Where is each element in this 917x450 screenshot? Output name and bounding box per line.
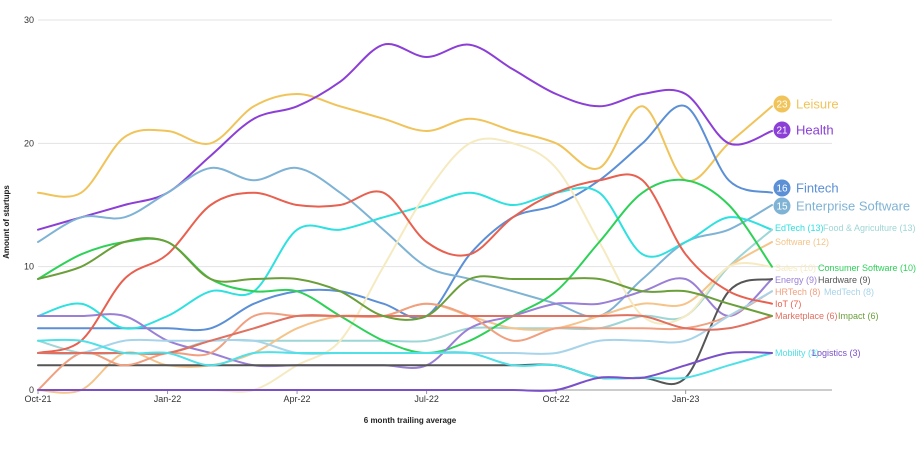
end-label-impact: Impact (6)	[838, 311, 879, 321]
x-tick-label: Jul-22	[414, 394, 439, 404]
series-line-edtech	[37, 186, 773, 330]
y-tick-label: 20	[24, 138, 34, 148]
x-axis-title: 6 month trailing average	[364, 416, 457, 425]
end-badge-enterprise-software	[773, 197, 791, 215]
x-tick-label: Apr-22	[284, 394, 311, 404]
end-label-edtech: EdTech (13)	[775, 223, 824, 233]
end-label-hardware: Hardware (9)	[818, 275, 871, 285]
series-line-enterprise-software	[37, 166, 773, 318]
series-line-fintech	[37, 104, 773, 332]
end-label-energy: Energy (9)	[775, 275, 817, 285]
end-label-food-agriculture: Food & Agriculture (13)	[823, 223, 916, 233]
end-badge-value: 23	[776, 100, 788, 111]
end-badge-value: 16	[776, 184, 788, 195]
x-tick-label: Oct-21	[24, 394, 51, 404]
series-line-hardware	[37, 278, 773, 386]
end-label-enterprise-software: Enterprise Software	[796, 199, 910, 214]
end-label-leisure: Leisure	[796, 97, 839, 112]
y-axis-title: Amount of startups	[2, 185, 11, 259]
end-label-software: Software (12)	[775, 237, 829, 247]
y-tick-label: 10	[24, 262, 34, 272]
end-label-sales: Sales (10)	[775, 263, 816, 273]
end-label-consumer-software: Consumer Software (10)	[818, 263, 916, 273]
end-label-marketplace: Marketplace (6)	[775, 311, 838, 321]
series-line-logistics	[37, 351, 773, 392]
x-tick-label: Oct-22	[543, 394, 570, 404]
end-label-iot: IoT (7)	[775, 299, 801, 309]
end-label-mobility: Mobility (3)	[775, 348, 819, 358]
end-label-medtech: MedTech (8)	[824, 287, 874, 297]
series-line-iot	[37, 173, 773, 354]
end-label-fintech: Fintech	[796, 181, 839, 196]
series-line-energy	[37, 277, 773, 370]
series-line-medtech	[37, 290, 773, 355]
end-badge-value: 15	[776, 202, 788, 213]
series-line-impact	[37, 237, 773, 321]
end-badge-value: 21	[776, 126, 788, 137]
end-label-hrtech: HRTech (8)	[775, 287, 820, 297]
end-badge-health	[773, 121, 791, 139]
y-tick-label: 0	[29, 385, 34, 395]
series-line-leisure	[37, 93, 773, 198]
y-tick-label: 30	[24, 15, 34, 25]
end-badge-fintech	[773, 179, 791, 197]
end-badge-leisure	[773, 95, 791, 113]
end-label-logistics: Logistics (3)	[812, 348, 861, 358]
x-tick-label: Jan-22	[154, 394, 182, 404]
x-tick-label: Jan-23	[672, 394, 700, 404]
end-label-health: Health	[796, 123, 834, 138]
